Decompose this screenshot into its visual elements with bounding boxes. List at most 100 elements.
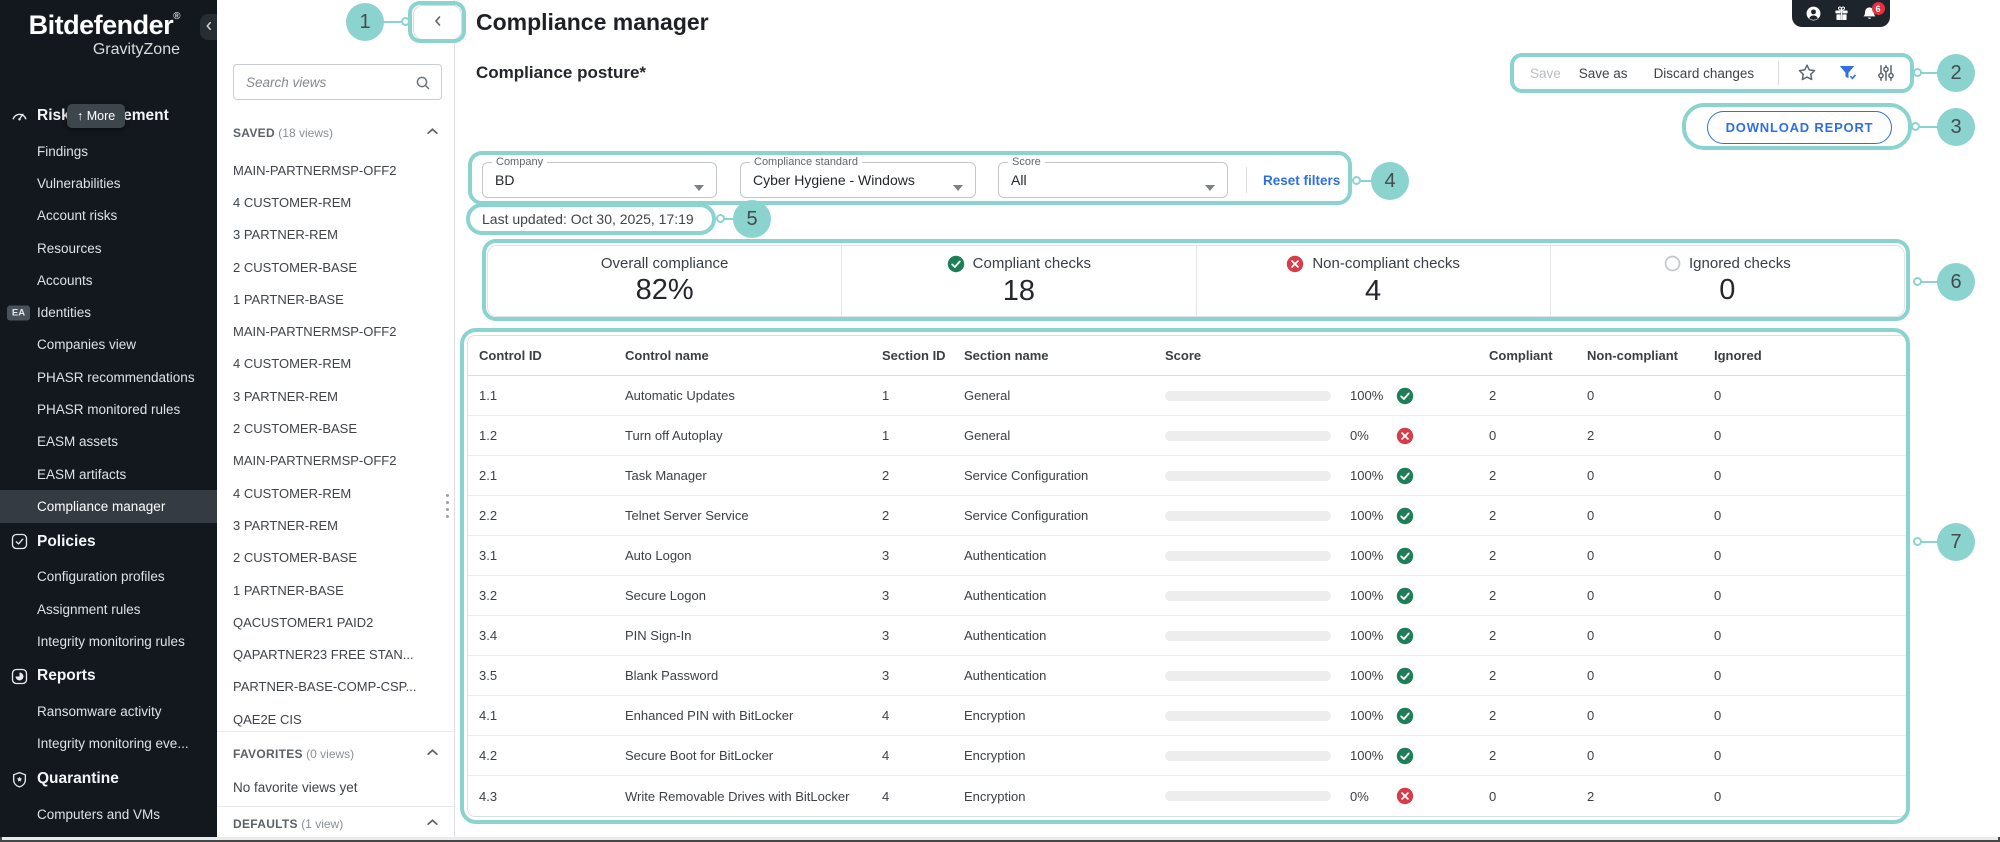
sidebar-item-compliance-manager[interactable]: Compliance manager — [0, 490, 217, 522]
view-item[interactable]: MAIN-PARTNERMSP-OFF2 — [217, 154, 454, 186]
cell-control-name: Auto Logon — [625, 548, 882, 563]
sidebar-item-ransomware-activity[interactable]: Ransomware activity — [0, 695, 217, 727]
notifications-bell-icon[interactable]: 6 — [1862, 6, 1877, 21]
score-filter-dropdown[interactable]: Score All — [998, 162, 1228, 198]
sidebar-item-reports[interactable]: Reports — [0, 657, 217, 695]
table-row[interactable]: 3.4PIN Sign-In3Authentication100%200 — [468, 616, 1907, 656]
sidebar-item-policies[interactable]: Policies — [0, 523, 217, 561]
save-as-button[interactable]: Save as — [1579, 66, 1628, 81]
page-bottom-strip — [2, 837, 1998, 840]
sidebar-item-identities[interactable]: EAIdentities — [0, 296, 217, 328]
sidebar-item-easm-assets[interactable]: EASM assets — [0, 426, 217, 458]
cell-control-id: 1.1 — [479, 388, 625, 403]
reset-filters-link[interactable]: Reset filters — [1263, 173, 1340, 188]
sidebar-item-account-risks[interactable]: Account risks — [0, 200, 217, 232]
sidebar-item-configuration-profiles[interactable]: Configuration profiles — [0, 561, 217, 593]
cell-control-id: 3.1 — [479, 548, 625, 563]
sidebar-item-resources[interactable]: Resources — [0, 232, 217, 264]
view-item[interactable]: QACUSTOMER1 PAID2 — [217, 606, 454, 638]
cell-compliant: 2 — [1489, 548, 1587, 563]
cell-section-id: 3 — [882, 588, 964, 603]
table-row[interactable]: 2.2Telnet Server Service2Service Configu… — [468, 496, 1907, 536]
more-button[interactable]: ↑ More — [67, 104, 125, 128]
sidebar-item-assignment-rules[interactable]: Assignment rules — [0, 593, 217, 625]
table-row[interactable]: 4.1Enhanced PIN with BitLocker4Encryptio… — [468, 696, 1907, 736]
cell-non-compliant: 0 — [1587, 548, 1714, 563]
table-row[interactable]: 4.3Write Removable Drives with BitLocker… — [468, 776, 1907, 816]
sidebar-item-quarantine[interactable]: Quarantine — [0, 760, 217, 798]
sidebar-item-integrity-monitoring-rules[interactable]: Integrity monitoring rules — [0, 625, 217, 657]
standard-filter-dropdown[interactable]: Compliance standard Cyber Hygiene - Wind… — [740, 162, 976, 198]
view-item[interactable]: MAIN-PARTNERMSP-OFF2 — [217, 445, 454, 477]
view-item[interactable]: 2 CUSTOMER-BASE — [217, 412, 454, 444]
save-button[interactable]: Save — [1530, 66, 1561, 81]
view-item[interactable]: 1 PARTNER-BASE — [217, 283, 454, 315]
view-item[interactable]: 3 PARTNER-REM — [217, 509, 454, 541]
sidebar-item-integrity-monitoring-eve[interactable]: Integrity monitoring eve... — [0, 728, 217, 760]
score-bar — [1165, 551, 1331, 561]
sidebar-item-phasr-monitored-rules[interactable]: PHASR monitored rules — [0, 393, 217, 425]
download-report-button[interactable]: DOWNLOAD REPORT — [1707, 111, 1892, 144]
panel-resize-handle[interactable] — [446, 494, 449, 518]
table-row[interactable]: 3.2Secure Logon3Authentication100%200 — [468, 576, 1907, 616]
sidebar-item-accounts[interactable]: Accounts — [0, 264, 217, 296]
view-item[interactable]: 2 CUSTOMER-BASE — [217, 542, 454, 574]
table-row[interactable]: 2.1Task Manager2Service Configuration100… — [468, 456, 1907, 496]
sidebar-item-label: Configuration profiles — [37, 569, 165, 584]
cell-compliant: 2 — [1489, 748, 1587, 763]
search-views-input[interactable] — [234, 65, 441, 99]
view-item[interactable]: 3 PARTNER-REM — [217, 380, 454, 412]
view-item[interactable]: 4 CUSTOMER-REM — [217, 477, 454, 509]
view-item[interactable]: MAIN-PARTNERMSP-OFF2 — [217, 315, 454, 347]
cell-control-name: PIN Sign-In — [625, 628, 882, 643]
sidebar-item-easm-artifacts[interactable]: EASM artifacts — [0, 458, 217, 490]
caret-down-icon — [953, 178, 963, 196]
settings-sliders-icon[interactable] — [1876, 63, 1896, 83]
table-row[interactable]: 1.1Automatic Updates1General100%200 — [468, 376, 1907, 416]
sidebar-item-computers-and-vms[interactable]: Computers and VMs — [0, 798, 217, 830]
cell-section-name: Service Configuration — [964, 508, 1165, 523]
cell-control-id: 4.3 — [479, 789, 625, 804]
sidebar-item-companies-view[interactable]: Companies view — [0, 329, 217, 361]
table-row[interactable]: 1.2Turn off Autoplay1General0%020 — [468, 416, 1907, 456]
standard-filter-label: Compliance standard — [750, 156, 862, 168]
panel-divider — [217, 806, 454, 807]
filter-funnel-icon[interactable] — [1837, 63, 1857, 83]
column-header-control-id: Control ID — [479, 348, 625, 363]
company-filter-dropdown[interactable]: Company BD — [482, 162, 717, 198]
cell-score: 0% — [1165, 427, 1489, 445]
discard-changes-button[interactable]: Discard changes — [1654, 66, 1755, 81]
view-item[interactable]: 3 PARTNER-REM — [217, 219, 454, 251]
views-collapse-button[interactable] — [413, 5, 462, 40]
chevron-up-icon — [426, 746, 439, 762]
sidebar-item-risk-management[interactable]: Risk Management↑ More — [0, 97, 217, 135]
cell-section-id: 4 — [882, 748, 964, 763]
sidebar-item-findings[interactable]: Findings — [0, 135, 217, 167]
company-filter-label: Company — [492, 156, 547, 168]
defaults-collapse-button[interactable] — [424, 814, 441, 834]
table-row[interactable]: 3.5Blank Password3Authentication100%200 — [468, 656, 1907, 696]
filters-divider — [1246, 167, 1247, 193]
view-item[interactable]: 4 CUSTOMER-REM — [217, 186, 454, 218]
sidebar-item-label: Findings — [37, 144, 88, 159]
view-item[interactable]: PARTNER-BASE-COMP-CSP... — [217, 671, 454, 703]
saved-collapse-button[interactable] — [424, 123, 441, 143]
view-item[interactable]: 4 CUSTOMER-REM — [217, 348, 454, 380]
table-row[interactable]: 4.2Secure Boot for BitLocker4Encryption1… — [468, 736, 1907, 776]
cell-control-name: Automatic Updates — [625, 388, 882, 403]
sidebar-item-phasr-recommendations[interactable]: PHASR recommendations — [0, 361, 217, 393]
gift-icon[interactable] — [1834, 6, 1849, 21]
sidebar-item-vulnerabilities[interactable]: Vulnerabilities — [0, 167, 217, 199]
view-item[interactable]: 2 CUSTOMER-BASE — [217, 251, 454, 283]
favorite-star-icon[interactable] — [1796, 62, 1818, 84]
check-circle-icon — [1396, 707, 1414, 725]
view-item[interactable]: 1 PARTNER-BASE — [217, 574, 454, 606]
check-circle-icon — [1396, 667, 1414, 685]
sidebar-item-label: Ransomware activity — [37, 704, 162, 719]
sidebar-collapse-button[interactable] — [200, 14, 217, 40]
cell-section-name: Encryption — [964, 789, 1165, 804]
table-row[interactable]: 3.1Auto Logon3Authentication100%200 — [468, 536, 1907, 576]
view-item[interactable]: QAPARTNER23 FREE STAN... — [217, 638, 454, 670]
favorites-collapse-button[interactable] — [424, 744, 441, 764]
profile-icon[interactable] — [1806, 6, 1821, 21]
